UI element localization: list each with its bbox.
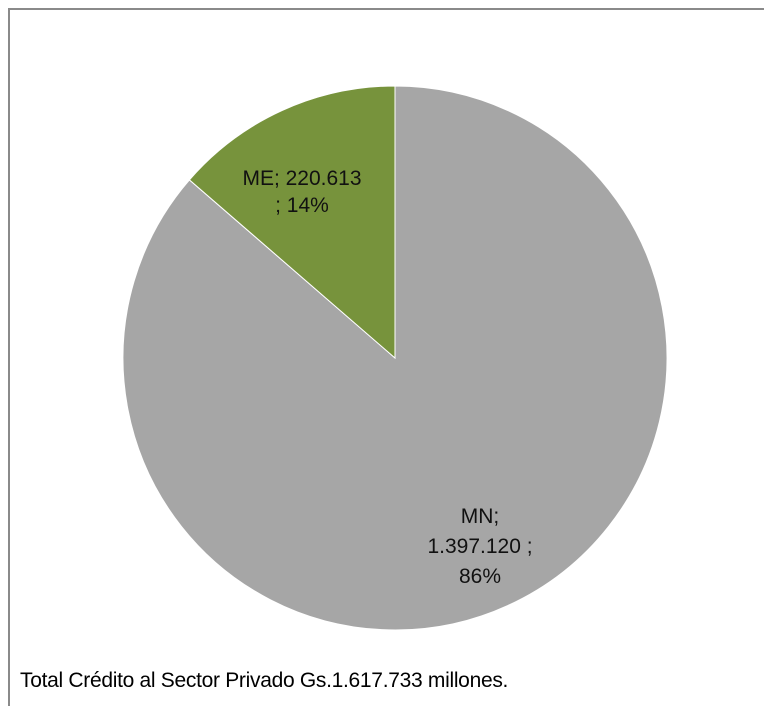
pie-slice-me: [188, 85, 396, 360]
slice-label-line: 86%: [459, 565, 501, 588]
slice-label-line: ME; 220.613: [242, 167, 361, 190]
slice-label-mn: MN; 1.397.120 ; 86%: [427, 505, 532, 588]
slice-label-line: 1.397.120 ;: [427, 535, 532, 558]
frame-border-top: [8, 8, 764, 10]
slice-label-line: MN;: [461, 505, 500, 528]
frame-border-left: [8, 8, 10, 706]
pie-slice-mn: [122, 85, 668, 631]
chart-caption: Total Crédito al Sector Privado Gs.1.617…: [20, 669, 509, 692]
slice-label-me: ME; 220.613 ; 14%: [242, 167, 361, 217]
slice-label-line: ; 14%: [275, 194, 329, 217]
